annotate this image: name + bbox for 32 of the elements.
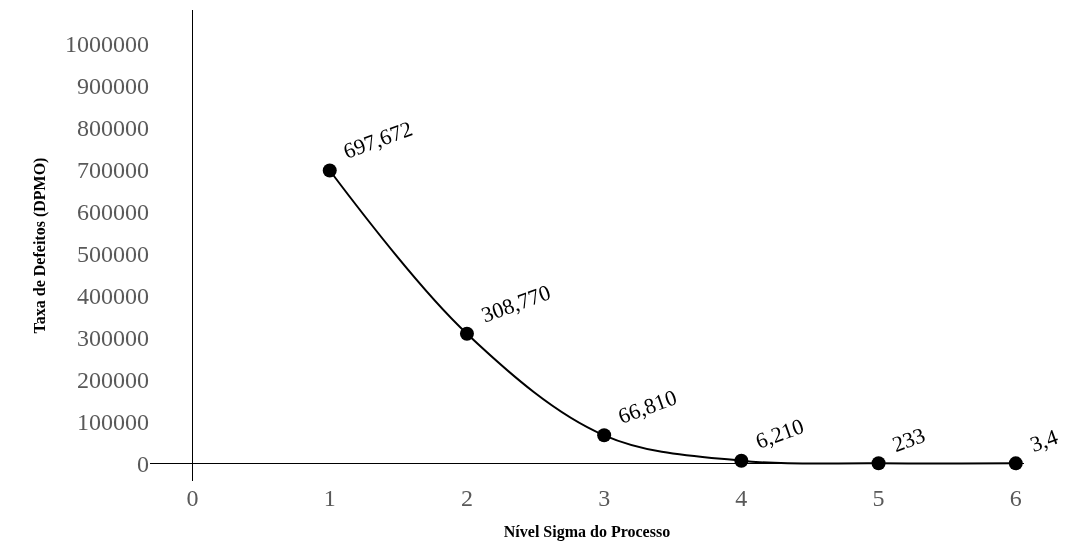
point [871, 456, 886, 471]
x-tick-label: 0 [186, 485, 199, 511]
data-label: 308,770 [478, 279, 554, 328]
y-tick-label: 600000 [77, 198, 149, 225]
data-label: 66,810 [614, 384, 680, 429]
y-tick-label: 800000 [77, 114, 149, 141]
y-tick-label: 0 [137, 450, 149, 477]
y-tick-label: 500000 [77, 240, 149, 267]
data-label: 233 [888, 422, 929, 458]
x-tick-label: 1 [323, 485, 336, 511]
point [322, 163, 337, 178]
y-tick-label: 100000 [77, 408, 149, 435]
x-tick-label: 6 [1009, 485, 1022, 511]
y-tick-label: 700000 [77, 156, 149, 183]
data-label: 3,4 [1026, 424, 1062, 457]
y-axis-title: Taxa de Defeitos (DPMO) [30, 157, 49, 334]
data-label: 697,672 [339, 115, 416, 164]
point [597, 428, 612, 443]
y-tick-label: 400000 [77, 282, 149, 309]
y-tick-label: 1000000 [65, 30, 149, 57]
y-tick-label: 200000 [77, 366, 149, 393]
x-tick-label: 3 [598, 485, 611, 511]
point [734, 453, 749, 468]
x-tick-label: 5 [872, 485, 885, 511]
x-tick-label: 4 [735, 485, 748, 511]
x-tick-label: 2 [460, 485, 473, 511]
x-axis-title: Nível Sigma do Processo [503, 522, 671, 541]
point [1008, 456, 1023, 471]
y-tick-label: 300000 [77, 324, 149, 351]
point [459, 326, 474, 341]
data-label: 6,210 [752, 413, 808, 454]
y-tick-label: 900000 [77, 72, 149, 99]
